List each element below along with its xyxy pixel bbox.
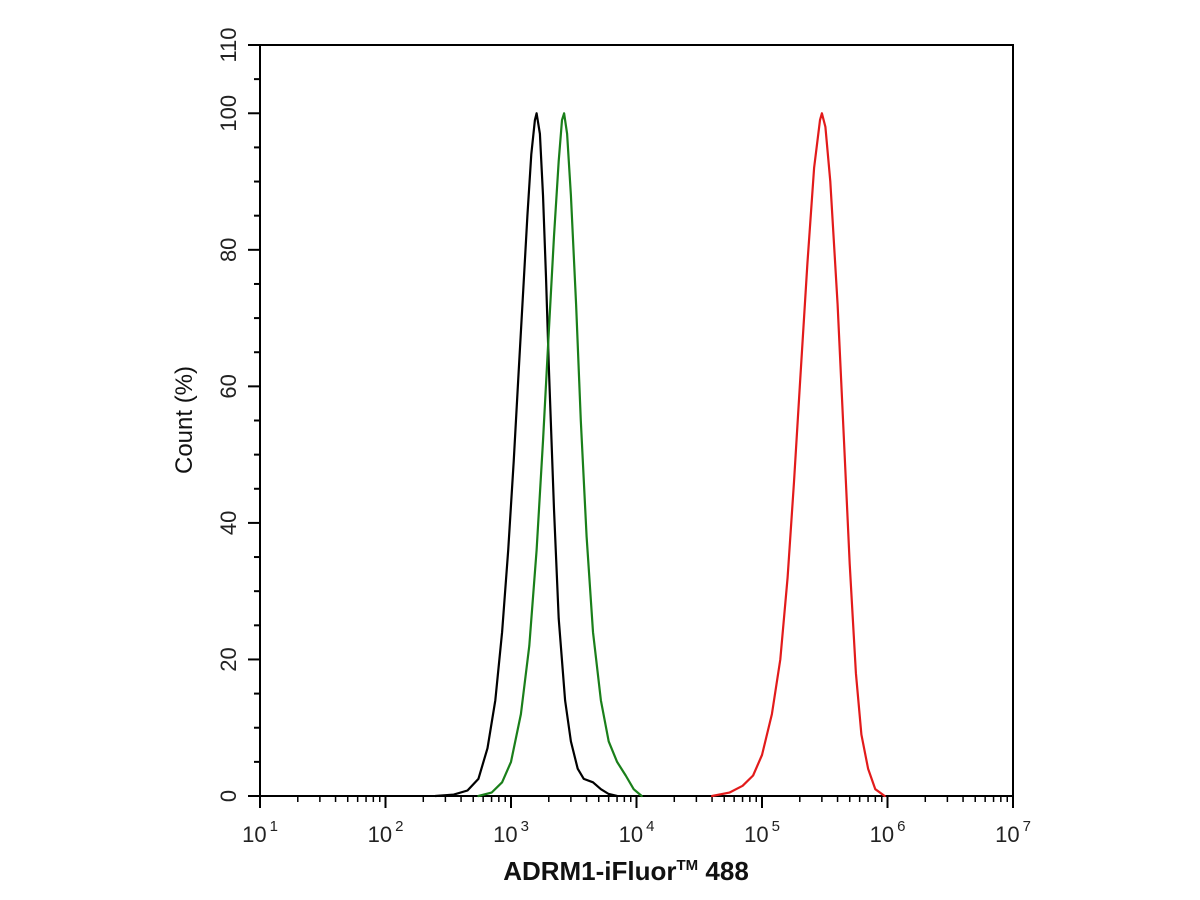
y-tick-label: 20 xyxy=(216,647,241,671)
x-axis-title: ADRM1-iFluorTM 488 xyxy=(503,856,749,886)
y-tick-label: 60 xyxy=(216,374,241,398)
axis-ticks xyxy=(248,44,1014,808)
x-tick-label: 10 6 xyxy=(870,818,906,847)
y-tick-label: 100 xyxy=(216,95,241,132)
y-tick-label: 0 xyxy=(216,790,241,802)
y-tick-label: 110 xyxy=(216,27,241,62)
x-tick-label: 10 4 xyxy=(619,818,655,847)
histogram-series-2 xyxy=(477,112,643,798)
x-tick-label: 10 5 xyxy=(744,818,780,847)
x-tick-label: 10 2 xyxy=(368,818,404,847)
y-axis-title: Count (%) xyxy=(171,366,198,474)
y-tick-labels: 0 20 40 60 80 100 110 xyxy=(216,27,241,802)
y-tick-label: 40 xyxy=(216,511,241,535)
histogram-series-3 xyxy=(710,112,886,798)
x-tick-label: 10 7 xyxy=(995,818,1031,847)
histogram-series-1 xyxy=(434,112,619,798)
x-tick-label: 10 1 xyxy=(242,818,278,847)
x-tick-label: 10 3 xyxy=(493,818,529,847)
plot-frame xyxy=(259,44,1014,797)
histogram-curves xyxy=(434,112,886,798)
y-tick-label: 80 xyxy=(216,238,241,262)
x-tick-labels: 10 1 10 2 10 3 10 4 10 5 10 6 10 7 xyxy=(242,818,1031,847)
